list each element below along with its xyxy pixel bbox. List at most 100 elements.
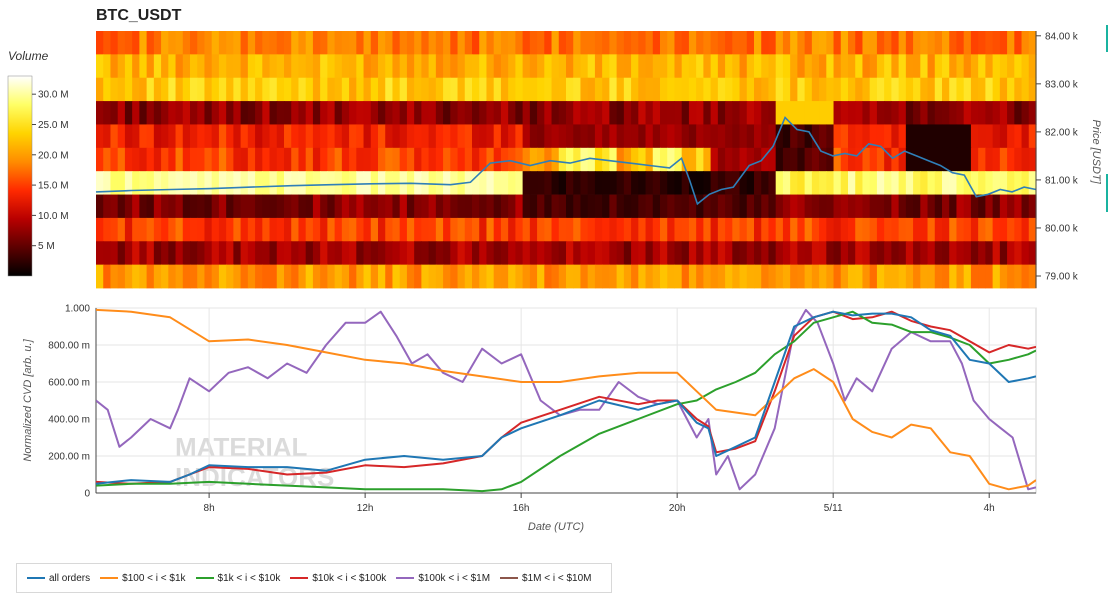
heatmap-cell [204, 101, 213, 125]
heatmap-cell [1021, 147, 1030, 172]
heatmap-cell [1007, 147, 1015, 172]
cvd-x-axis-label: Date (UTC) [528, 521, 585, 533]
heatmap-cell [862, 54, 871, 79]
heatmap-cell [848, 194, 856, 219]
heatmap-cell [978, 147, 986, 172]
heatmap-cell [262, 77, 271, 102]
heatmap-cell [992, 31, 1001, 55]
heatmap-cell [775, 194, 784, 219]
heatmap-cell [493, 101, 502, 125]
heatmap-cell [717, 194, 726, 219]
heatmap-cell [927, 217, 936, 242]
heatmap-cell [848, 241, 856, 266]
heatmap-cell [594, 217, 603, 242]
heatmap-cell [920, 194, 929, 219]
heatmap-cell [876, 264, 885, 289]
heatmap-cell [999, 147, 1008, 172]
heatmap-cell [840, 101, 849, 125]
heatmap-cell [674, 217, 683, 242]
heatmap-cell [349, 241, 357, 266]
heatmap-cell [262, 217, 271, 242]
heatmap-cell [725, 147, 733, 172]
heatmap-cell [124, 77, 133, 102]
heatmap-cell [754, 31, 762, 55]
heatmap-cell [544, 124, 553, 149]
heatmap-cell [804, 54, 813, 79]
heatmap-cell [1007, 54, 1015, 79]
heatmap-cell [175, 124, 184, 149]
heatmap-cell [739, 31, 748, 55]
heatmap-cell [898, 124, 907, 149]
heatmap-cell [262, 241, 271, 266]
heatmap-cell [464, 194, 473, 219]
heatmap-cell [775, 264, 784, 289]
heatmap-cell [934, 241, 943, 266]
heatmap-cell [717, 54, 726, 79]
heatmap-cell [190, 217, 198, 242]
heatmap-cell [631, 101, 639, 125]
heatmap-cell [587, 147, 596, 172]
heatmap-cell [96, 77, 104, 102]
heatmap-cell [1014, 217, 1023, 242]
heatmap-cell [233, 264, 242, 289]
heatmap-cell [153, 171, 162, 195]
heatmap-cell [450, 31, 459, 55]
heatmap-cell [754, 77, 762, 102]
heatmap-cell [956, 101, 965, 125]
heatmap-cell [291, 194, 300, 219]
heatmap-cell [855, 147, 864, 172]
heatmap-cell [876, 101, 885, 125]
heatmap-cell [573, 124, 582, 149]
heatmap-cell [428, 147, 437, 172]
heatmap-cell [992, 217, 1001, 242]
heatmap-cell [1007, 124, 1015, 149]
heatmap-cell [862, 31, 871, 55]
heatmap-cell [110, 54, 119, 79]
heatmap-cell [587, 31, 596, 55]
heatmap-cell [905, 124, 914, 149]
heatmap-cell [999, 54, 1008, 79]
heatmap-cell [406, 194, 415, 219]
heatmap-cell [493, 147, 502, 172]
heatmap-cell [631, 77, 639, 102]
heatmap-cell [775, 101, 784, 125]
heatmap-cell [558, 31, 567, 55]
heatmap-cell [674, 147, 683, 172]
legend-item[interactable]: $10k < i < $100k [290, 573, 386, 584]
heatmap-cell [529, 171, 538, 195]
heatmap-cell [688, 264, 697, 289]
heatmap-cell [370, 147, 379, 172]
heatmap-cell [913, 217, 921, 242]
heatmap-cell [117, 171, 126, 195]
heatmap-cell [999, 241, 1008, 266]
heatmap-cell [399, 77, 408, 102]
legend-item[interactable]: all orders [27, 573, 90, 584]
heatmap-cell [674, 54, 683, 79]
heatmap-cell [211, 101, 220, 125]
heatmap-cell [435, 194, 444, 219]
legend-item[interactable]: $100 < i < $1k [100, 573, 186, 584]
heatmap-cell [580, 217, 589, 242]
legend-item[interactable]: $1M < i < $10M [500, 573, 592, 584]
heatmap-cell [522, 77, 531, 102]
heatmap-cell [428, 171, 437, 195]
heatmap-cell [725, 31, 733, 55]
heatmap-cell [573, 54, 582, 79]
heatmap-cell [746, 147, 755, 172]
heatmap-cell [645, 171, 654, 195]
heatmap-cell [103, 54, 112, 79]
legend-item[interactable]: $1k < i < $10k [195, 573, 280, 584]
legend-item[interactable]: $100k < i < $1M [396, 573, 490, 584]
heatmap-cell [255, 31, 263, 55]
heatmap-cell [811, 31, 820, 55]
heatmap-cell [435, 147, 444, 172]
heatmap-cell [768, 77, 777, 102]
heatmap-cell [710, 264, 719, 289]
heatmap-cell [739, 101, 748, 125]
heatmap-cell [298, 147, 307, 172]
heatmap-cell [96, 194, 104, 219]
heatmap-cell [862, 147, 871, 172]
heatmap-cell [493, 77, 502, 102]
heatmap-cell [1021, 124, 1030, 149]
